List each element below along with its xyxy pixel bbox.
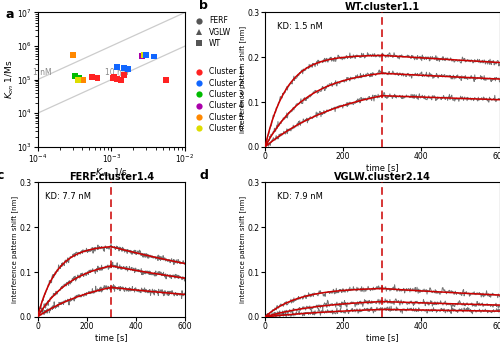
Point xyxy=(109,75,117,81)
Point xyxy=(113,76,121,82)
Point xyxy=(74,77,82,83)
Title: WT.cluster1.1: WT.cluster1.1 xyxy=(344,2,420,12)
Point xyxy=(76,75,84,80)
Title: FERF.cluster1.4: FERF.cluster1.4 xyxy=(68,172,154,182)
Text: c: c xyxy=(0,169,4,182)
X-axis label: $K_{dis}$ 1/s: $K_{dis}$ 1/s xyxy=(94,166,128,179)
Point xyxy=(113,64,121,70)
Point xyxy=(120,72,128,78)
Text: 1 nM: 1 nM xyxy=(32,68,52,77)
X-axis label: time [s]: time [s] xyxy=(95,333,128,342)
Point xyxy=(88,74,96,80)
Y-axis label: interference pattern shift [nm]: interference pattern shift [nm] xyxy=(239,26,246,133)
Text: b: b xyxy=(200,0,208,12)
Point xyxy=(80,78,88,83)
Point xyxy=(140,52,148,58)
Point xyxy=(150,54,158,59)
Text: KD: 7.9 nM: KD: 7.9 nM xyxy=(276,192,322,201)
Point xyxy=(124,66,132,72)
Point xyxy=(71,73,79,79)
Text: a: a xyxy=(5,9,14,21)
Text: d: d xyxy=(200,169,208,182)
Title: VGLW.cluster2.14: VGLW.cluster2.14 xyxy=(334,172,430,182)
X-axis label: time [s]: time [s] xyxy=(366,333,398,342)
Point xyxy=(68,52,76,58)
X-axis label: time [s]: time [s] xyxy=(366,163,398,172)
Point xyxy=(120,65,128,71)
Text: KD: 7.7 nM: KD: 7.7 nM xyxy=(45,192,91,201)
Point xyxy=(94,75,102,80)
Point xyxy=(110,74,118,80)
Point xyxy=(138,53,146,58)
Y-axis label: interference pattern shift [nm]: interference pattern shift [nm] xyxy=(12,196,18,303)
Y-axis label: $K_{on}$ 1/Ms: $K_{on}$ 1/Ms xyxy=(3,60,16,99)
Legend: Cluster 1, Cluster 2, Cluster 3, Cluster 4, Cluster 5, Cluster 6: Cluster 1, Cluster 2, Cluster 3, Cluster… xyxy=(192,67,244,133)
Point xyxy=(117,77,125,83)
Text: 10 nM: 10 nM xyxy=(106,68,129,77)
Point xyxy=(162,77,170,83)
Text: KD: 1.5 nM: KD: 1.5 nM xyxy=(276,22,322,31)
Point xyxy=(142,52,150,58)
Y-axis label: interference pattern shift [nm]: interference pattern shift [nm] xyxy=(239,196,246,303)
